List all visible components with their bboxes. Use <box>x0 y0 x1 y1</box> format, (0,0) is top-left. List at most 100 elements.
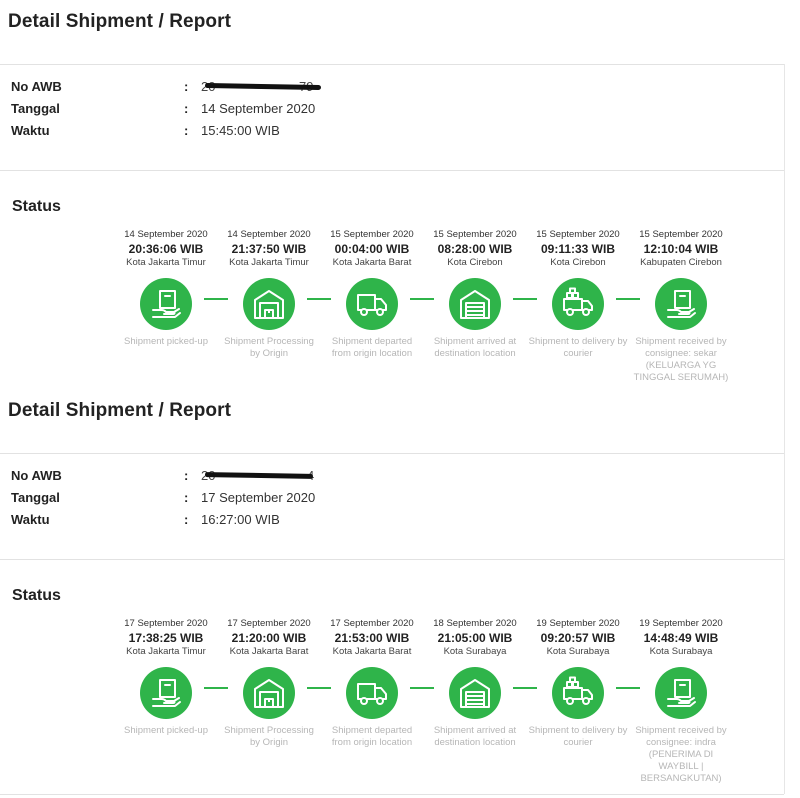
step-date: 18 September 2020 <box>433 618 517 629</box>
step-connector <box>410 687 434 689</box>
step-time: 21:53:00 WIB <box>334 631 410 645</box>
step-connector <box>513 687 537 689</box>
status-timeline: 17 September 2020 17:38:25 WIB Kota Jaka… <box>114 618 738 788</box>
step-description: Shipment to delivery by courier <box>528 336 628 359</box>
warehouse-door-icon <box>460 679 490 708</box>
step-icon-circle <box>552 278 604 330</box>
delivery-truck-icon <box>563 676 593 705</box>
step-connector <box>204 687 228 689</box>
timeline-step: 15 September 2020 08:28:00 WIB Kota Cire… <box>423 229 527 360</box>
step-time: 09:11:33 WIB <box>540 242 616 256</box>
step-date: 15 September 2020 <box>330 229 414 240</box>
colon: : <box>184 123 189 138</box>
step-description: Shipment picked-up <box>124 725 208 736</box>
step-description: Shipment Processing by Origin <box>224 725 314 748</box>
step-icon-circle <box>140 667 192 719</box>
step-time: 14:48:49 WIB <box>643 631 719 645</box>
timeline-step: 14 September 2020 21:37:50 WIB Kota Jaka… <box>217 229 321 360</box>
step-city: Kota Surabaya <box>649 646 713 657</box>
divider <box>0 794 784 795</box>
step-description: Shipment picked-up <box>124 336 208 347</box>
colon: : <box>184 468 189 483</box>
step-connector <box>616 298 640 300</box>
page-title: Detail Shipment / Report <box>8 400 232 421</box>
step-connector <box>307 298 331 300</box>
date-value: 17 September 2020 <box>201 490 316 505</box>
timeline-step: 19 September 2020 09:20:57 WIB Kota Sura… <box>526 618 630 749</box>
date-value: 14 September 2020 <box>201 101 316 116</box>
step-icon-circle <box>140 278 192 330</box>
step-description: Shipment received by consignee: indra (P… <box>635 725 727 784</box>
warehouse-door-icon <box>460 290 490 319</box>
divider <box>0 170 784 171</box>
colon: : <box>184 512 189 527</box>
step-city: Kota Jakarta Timur <box>126 257 206 268</box>
step-date: 15 September 2020 <box>433 229 517 240</box>
truck-icon <box>357 683 387 705</box>
step-connector <box>513 298 537 300</box>
timeline-step: 14 September 2020 20:36:06 WIB Kota Jaka… <box>114 229 218 348</box>
right-divider <box>784 64 785 794</box>
step-icon-circle <box>655 278 707 330</box>
step-description: Shipment arrived at destination location <box>433 725 517 748</box>
time-label: Waktu <box>11 123 50 138</box>
step-icon-circle <box>346 278 398 330</box>
status-title: Status <box>12 587 61 604</box>
step-icon-circle <box>449 278 501 330</box>
divider <box>0 64 784 65</box>
awb-value: 20 79 <box>201 79 322 95</box>
awb-label: No AWB <box>11 79 62 94</box>
timeline-step: 17 September 2020 21:53:00 WIB Kota Jaka… <box>320 618 424 749</box>
step-icon-circle <box>346 667 398 719</box>
step-time: 21:37:50 WIB <box>231 242 307 256</box>
step-date: 17 September 2020 <box>227 618 311 629</box>
box-hand-icon <box>152 679 181 707</box>
step-city: Kota Jakarta Barat <box>332 257 412 268</box>
step-city: Kota Surabaya <box>546 646 610 657</box>
step-time: 17:38:25 WIB <box>128 631 204 645</box>
step-connector <box>204 298 228 300</box>
truck-icon <box>357 294 387 316</box>
step-city: Kota Jakarta Timur <box>229 257 309 268</box>
divider <box>0 559 784 560</box>
step-time: 20:36:06 WIB <box>128 242 204 256</box>
step-description: Shipment received by consignee: sekar (K… <box>633 336 729 383</box>
timeline-step: 17 September 2020 21:20:00 WIB Kota Jaka… <box>217 618 321 749</box>
awb-label: No AWB <box>11 468 62 483</box>
step-city: Kota Cirebon <box>447 257 503 268</box>
page-title: Detail Shipment / Report <box>8 11 232 32</box>
colon: : <box>184 490 189 505</box>
step-date: 14 September 2020 <box>227 229 311 240</box>
divider <box>0 453 784 454</box>
step-date: 15 September 2020 <box>639 229 723 240</box>
step-date: 17 September 2020 <box>330 618 414 629</box>
step-icon-circle <box>243 667 295 719</box>
box-hand-icon <box>667 290 696 318</box>
colon: : <box>184 79 189 94</box>
timeline-step: 15 September 2020 09:11:33 WIB Kota Cire… <box>526 229 630 360</box>
timeline-step: 15 September 2020 12:10:04 WIB Kabupaten… <box>629 229 733 384</box>
step-city: Kota Jakarta Barat <box>229 646 309 657</box>
time-label: Waktu <box>11 512 50 527</box>
step-date: 19 September 2020 <box>639 618 723 629</box>
step-icon-circle <box>449 667 501 719</box>
time-value: 15:45:00 WIB <box>201 123 280 138</box>
step-icon-circle <box>552 667 604 719</box>
step-connector <box>616 687 640 689</box>
step-city: Kota Jakarta Barat <box>332 646 412 657</box>
warehouse-icon <box>254 290 284 319</box>
step-connector <box>410 298 434 300</box>
delivery-truck-icon <box>563 287 593 316</box>
step-description: Shipment departed from origin location <box>331 725 413 748</box>
box-hand-icon <box>667 679 696 707</box>
step-date: 14 September 2020 <box>124 229 208 240</box>
step-date: 15 September 2020 <box>536 229 620 240</box>
step-date: 19 September 2020 <box>536 618 620 629</box>
step-time: 09:20:57 WIB <box>540 631 616 645</box>
step-icon-circle <box>655 667 707 719</box>
step-description: Shipment departed from origin location <box>331 336 413 359</box>
colon: : <box>184 101 189 116</box>
step-description: Shipment Processing by Origin <box>224 336 314 359</box>
step-city: Kota Surabaya <box>443 646 507 657</box>
step-time: 00:04:00 WIB <box>334 242 410 256</box>
